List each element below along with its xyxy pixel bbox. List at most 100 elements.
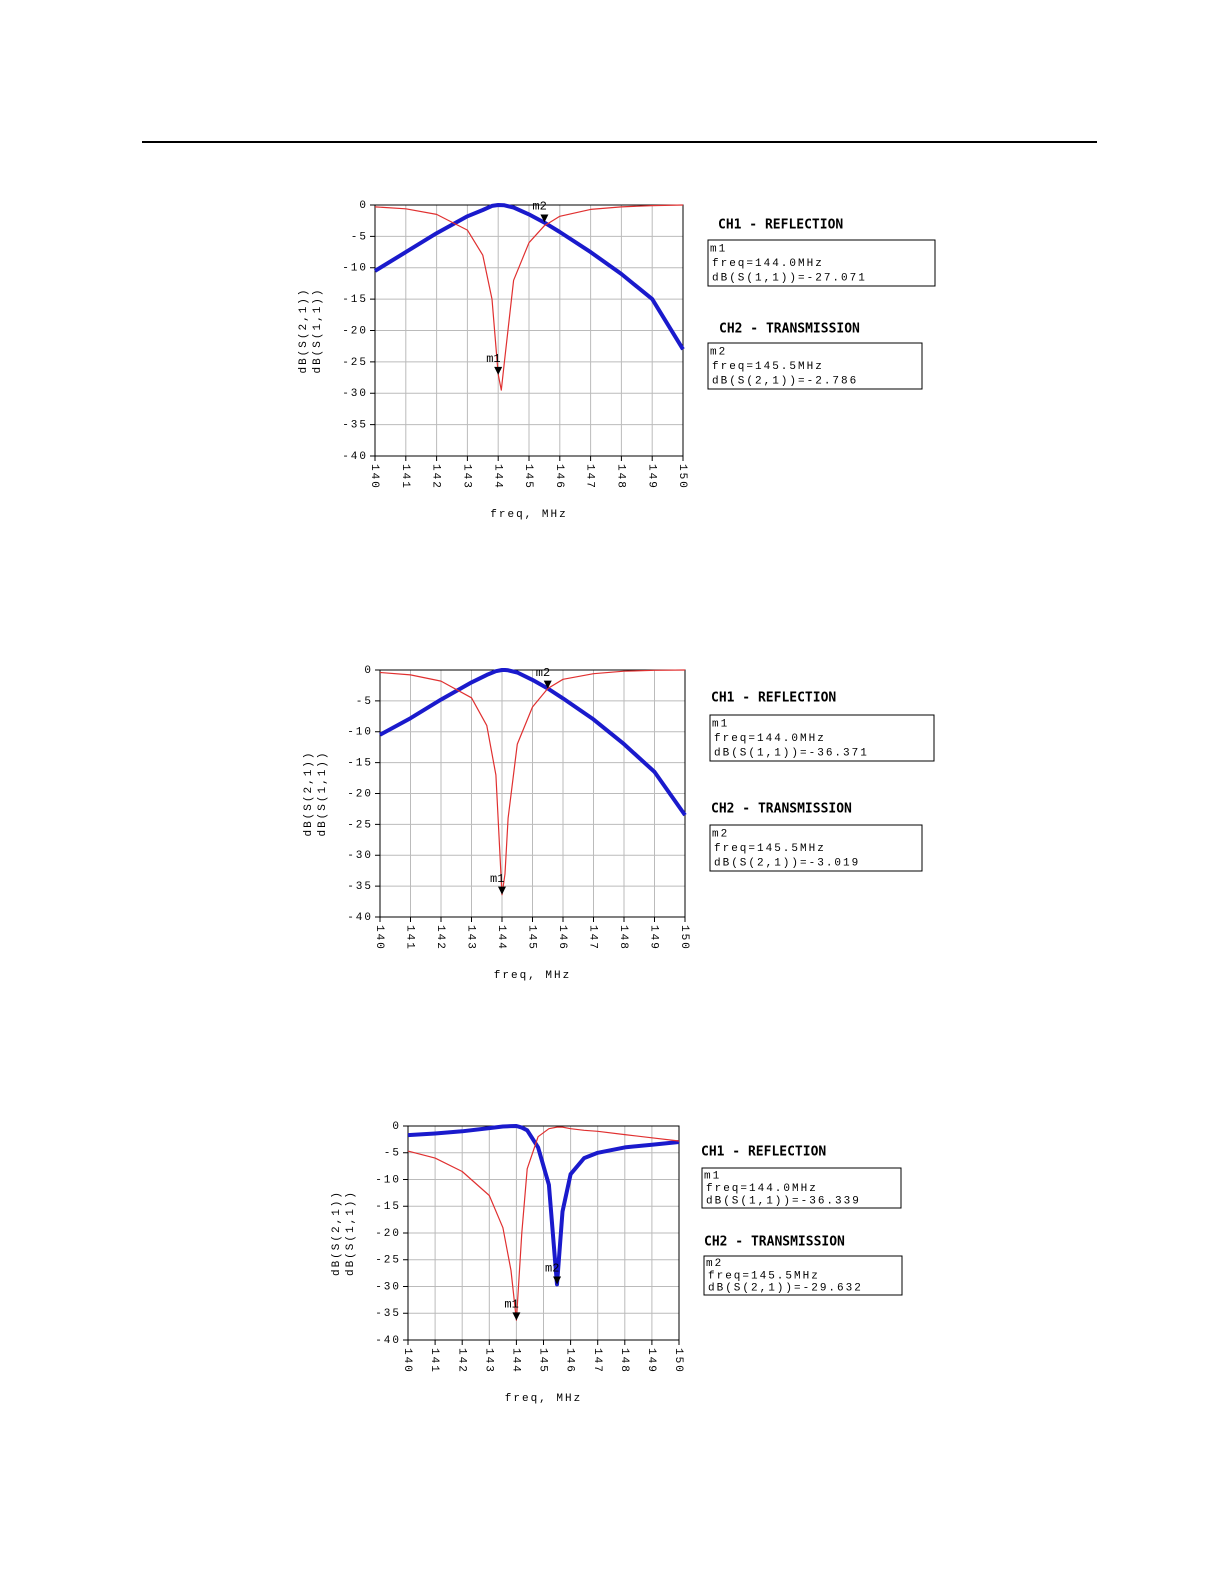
marker-label: m1 — [504, 1298, 518, 1312]
marker — [498, 886, 506, 895]
readout-box — [707, 342, 923, 390]
y-tick-label: -40 — [347, 912, 373, 924]
y-tick-label: -20 — [342, 325, 368, 337]
marker — [494, 366, 503, 375]
legend-entry: dB(S(1,1)) — [345, 1190, 357, 1276]
readout-name: m1 — [704, 1170, 721, 1182]
legend-entry: dB(S(2,1)) — [303, 750, 315, 836]
x-axis-label: freq, MHz — [505, 1393, 582, 1405]
plot-frame — [374, 204, 684, 457]
series-line — [407, 1126, 680, 1321]
y-tick-label: -35 — [347, 881, 373, 893]
x-tick-label: 143 — [465, 925, 477, 951]
y-tick-label: -15 — [375, 1201, 401, 1213]
y-tick-label: -5 — [356, 696, 373, 708]
marker-label: m2 — [532, 200, 546, 214]
y-tick-label: -5 — [384, 1148, 401, 1160]
x-tick-label: 140 — [401, 1348, 413, 1374]
y-tick-label: 0 — [392, 1121, 401, 1133]
marker — [512, 1312, 521, 1321]
readout-line: dB(S(1,1))=-36.339 — [706, 1195, 861, 1207]
x-tick-label: 140 — [373, 925, 385, 951]
readout-line: freq=144.0MHz — [714, 733, 826, 745]
readout-name: m1 — [710, 244, 727, 256]
readout-name: m2 — [710, 347, 727, 359]
x-tick-label: 146 — [556, 925, 568, 951]
y-tick-label: -15 — [342, 294, 368, 306]
y-tick-label: -10 — [342, 263, 368, 275]
y-tick-label: -35 — [375, 1308, 401, 1320]
x-tick-label: 147 — [584, 464, 596, 490]
x-tick-label: 144 — [491, 464, 503, 490]
readout-name: m2 — [712, 829, 729, 841]
readout-name: m1 — [712, 719, 729, 731]
x-tick-label: 142 — [430, 464, 442, 490]
readout-line: freq=144.0MHz — [712, 258, 824, 270]
x-tick-label: 149 — [645, 464, 657, 490]
x-tick-label: 150 — [672, 1348, 684, 1374]
y-tick-label: -10 — [375, 1174, 401, 1186]
x-tick-label: 144 — [509, 1348, 521, 1374]
readout-box — [701, 1167, 902, 1209]
y-tick-label: -10 — [347, 727, 373, 739]
x-tick-label: 150 — [676, 464, 688, 490]
marker — [543, 680, 552, 689]
plot-frame — [407, 1125, 680, 1341]
y-tick-label: -20 — [375, 1228, 401, 1240]
x-axis-label: freq, MHz — [490, 509, 567, 521]
series-line — [373, 203, 685, 351]
readout-line: dB(S(1,1))=-36.371 — [714, 747, 869, 759]
readout-line: freq=145.5MHz — [714, 843, 826, 855]
x-tick-label: 140 — [368, 464, 380, 490]
marker-heading: CH1 - REFLECTION — [718, 218, 843, 233]
readout-box — [703, 1255, 903, 1296]
legend-entry: dB(S(2,1)) — [298, 287, 310, 373]
readout-line: dB(S(2,1))=-29.632 — [708, 1283, 863, 1295]
x-tick-label: 148 — [614, 464, 626, 490]
x-tick-label: 141 — [428, 1348, 440, 1374]
legend-entry: dB(S(2,1)) — [331, 1190, 343, 1276]
marker-label: m2 — [545, 1262, 559, 1276]
marker-label: m2 — [536, 666, 550, 680]
y-tick-label: 0 — [359, 200, 368, 212]
x-tick-label: 146 — [553, 464, 565, 490]
readout-box — [707, 239, 936, 287]
y-tick-label: -25 — [375, 1255, 401, 1267]
legend-entry: dB(S(1,1)) — [317, 750, 329, 836]
x-tick-label: 149 — [645, 1348, 657, 1374]
readout-line: freq=145.5MHz — [712, 361, 824, 373]
marker-heading: CH2 - TRANSMISSION — [704, 1235, 845, 1250]
x-tick-label: 143 — [482, 1348, 494, 1374]
series-line — [374, 204, 684, 391]
x-tick-label: 148 — [618, 1348, 630, 1374]
x-tick-label: 145 — [537, 1348, 549, 1374]
series-line — [379, 668, 687, 817]
marker — [553, 1276, 562, 1285]
y-tick-label: -5 — [351, 231, 368, 243]
x-axis-label: freq, MHz — [494, 970, 571, 982]
series-line — [407, 1124, 680, 1287]
marker-label: m1 — [490, 872, 504, 886]
readout-name: m2 — [706, 1258, 723, 1270]
marker — [540, 214, 549, 223]
readout-line: freq=145.5MHz — [708, 1270, 820, 1282]
x-tick-label: 143 — [460, 464, 472, 490]
y-tick-label: -35 — [342, 420, 368, 432]
y-tick-label: -25 — [347, 819, 373, 831]
marker-heading: CH2 - TRANSMISSION — [719, 322, 860, 337]
y-tick-label: -40 — [342, 451, 368, 463]
x-tick-label: 141 — [399, 464, 411, 490]
y-tick-label: -25 — [342, 357, 368, 369]
marker-heading: CH2 - TRANSMISSION — [711, 802, 852, 817]
y-tick-label: 0 — [364, 665, 373, 677]
legend-entry: dB(S(1,1)) — [312, 287, 324, 373]
marker-label: m1 — [486, 352, 500, 366]
y-tick-label: -30 — [375, 1281, 401, 1293]
x-tick-label: 150 — [678, 925, 690, 951]
y-tick-label: -30 — [347, 850, 373, 862]
series-line — [379, 669, 686, 896]
